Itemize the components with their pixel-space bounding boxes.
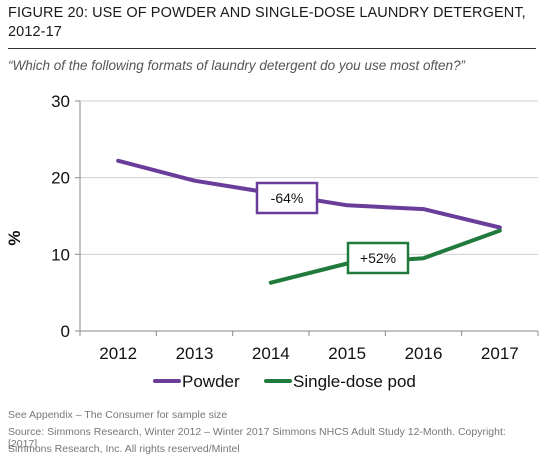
x-tick-label: 2012 [99, 344, 137, 363]
annotation-box: +52% [346, 241, 410, 275]
title-divider [8, 48, 536, 49]
x-tick-label: 2014 [252, 344, 290, 363]
annotation-box: -64% [255, 181, 319, 215]
annotation-label: +52% [360, 250, 396, 266]
legend-label: Single-dose pod [293, 372, 416, 391]
footer-sample-note: See Appendix – The Consumer for sample s… [8, 409, 228, 421]
annotations: -64% +52% [255, 181, 410, 275]
y-tick-label: 30 [51, 92, 70, 111]
annotation-label: -64% [271, 190, 304, 206]
annotation-frame [346, 241, 410, 275]
footer-source: Source: Simmons Research, Winter 2012 – … [8, 426, 506, 450]
y-tick-label: 0 [61, 322, 70, 341]
x-tick-label: 2013 [176, 344, 214, 363]
annotation-frame [255, 181, 319, 215]
x-tick-label: 2016 [405, 344, 443, 363]
legend-item: Powder [153, 372, 240, 391]
series-lines [116, 158, 502, 285]
figure-title: FIGURE 20: USE OF POWDER AND SINGLE-DOSE… [8, 5, 526, 40]
x-tick-label: 2015 [328, 344, 366, 363]
survey-question: “Which of the following formats of laund… [8, 58, 465, 73]
y-axis: 0 10 20 30 [51, 92, 81, 341]
y-tick-label: 20 [51, 169, 70, 188]
footer-copyright: Simmons Research, Inc. All rights reserv… [8, 443, 240, 455]
gridlines [80, 100, 538, 255]
legend: Powder Single-dose pod [153, 372, 416, 391]
x-axis: 2012 2013 2014 2015 2016 2017 [79, 330, 539, 363]
x-tick-label: 2017 [481, 344, 519, 363]
legend-item: Single-dose pod [264, 372, 416, 391]
y-tick-label: 10 [51, 245, 70, 264]
legend-label: Powder [182, 372, 240, 391]
y-axis-label: % [5, 230, 24, 245]
